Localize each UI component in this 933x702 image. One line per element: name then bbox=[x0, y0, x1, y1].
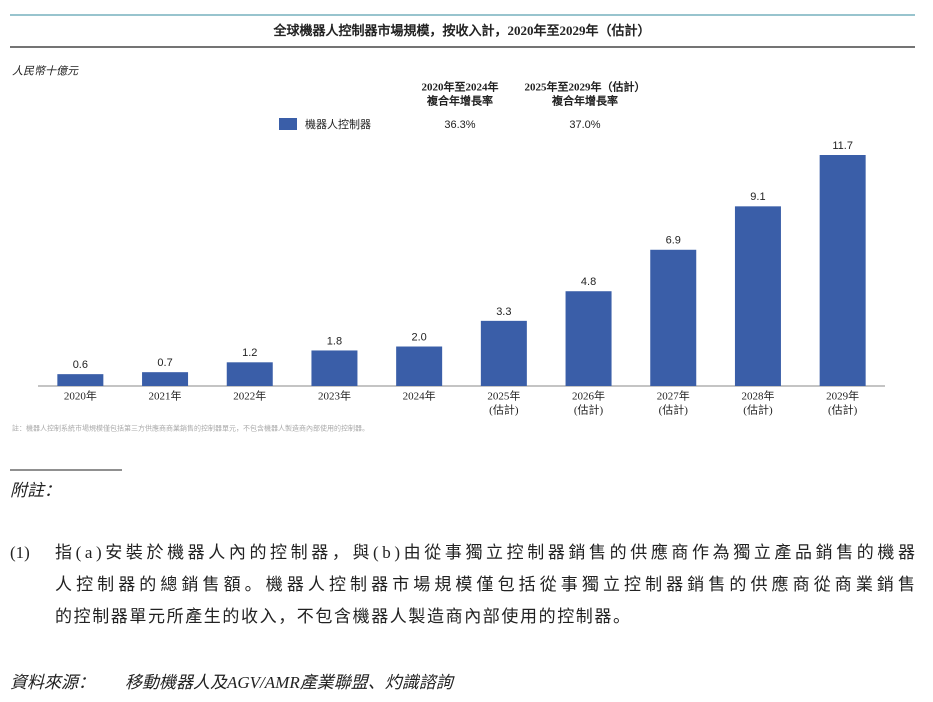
value-label: 2.0 bbox=[412, 331, 427, 343]
x-tick-label: 2024年 bbox=[403, 389, 436, 403]
x-tick-label: 2025年 bbox=[487, 389, 520, 403]
x-tick-label: (估計) bbox=[743, 403, 773, 417]
x-tick-label: 2028年 bbox=[741, 389, 774, 403]
bar bbox=[650, 249, 697, 386]
bar bbox=[480, 320, 527, 386]
legend-label: 機器人控制器 bbox=[305, 117, 371, 131]
cagr-header: 2020年至2024年 bbox=[422, 80, 499, 94]
bar bbox=[819, 155, 866, 386]
chart-note: 註：機器人控制系統市場規模僅包括第三方供應商商業銷售的控制器單元，不包含機器人製… bbox=[12, 424, 369, 433]
cagr-header: 2025年至2029年（估計） bbox=[525, 80, 646, 94]
x-tick-label: (估計) bbox=[659, 403, 689, 417]
value-label: 6.9 bbox=[666, 235, 681, 247]
footnote-heading: 附註： bbox=[10, 481, 61, 500]
source-text: 移動機器人及AGV/AMR產業聯盟、灼識諮詢 bbox=[125, 673, 455, 692]
value-label: 3.3 bbox=[496, 306, 511, 318]
cagr-value: 37.0% bbox=[569, 119, 600, 131]
x-tick-label: (估計) bbox=[574, 403, 604, 417]
value-label: 1.8 bbox=[327, 335, 342, 347]
x-tick-label: 2026年 bbox=[572, 389, 605, 403]
source-label: 資料來源： bbox=[10, 673, 95, 692]
cagr-value: 36.3% bbox=[444, 119, 475, 131]
x-tick-label: 2020年 bbox=[64, 389, 97, 403]
x-tick-label: (估計) bbox=[828, 403, 858, 417]
value-label: 0.7 bbox=[157, 357, 172, 369]
bar bbox=[396, 346, 443, 386]
x-tick-label: 2022年 bbox=[233, 389, 266, 403]
value-label: 11.7 bbox=[832, 140, 853, 152]
x-tick-label: 2021年 bbox=[149, 389, 182, 403]
bar bbox=[734, 206, 781, 386]
value-label: 1.2 bbox=[242, 347, 257, 359]
value-label: 0.6 bbox=[73, 359, 88, 371]
value-label: 9.1 bbox=[750, 191, 765, 203]
cagr-header: 複合年增長率 bbox=[551, 94, 618, 108]
footnote-line: 人控制器的總銷售額。機器人控制器市場規模僅包括從事獨立控制器銷售的供應商從商業銷… bbox=[55, 574, 915, 594]
cagr-header: 複合年增長率 bbox=[426, 94, 493, 108]
bar bbox=[226, 362, 273, 386]
footnote-marker: (1) bbox=[10, 543, 30, 562]
x-tick-label: (估計) bbox=[489, 403, 519, 417]
bar bbox=[565, 291, 612, 386]
x-tick-label: 2023年 bbox=[318, 389, 351, 403]
chart-title: 全球機器人控制器市場規模，按收入計，2020年至2029年（估計） bbox=[272, 23, 650, 38]
bar bbox=[57, 374, 104, 386]
x-tick-label: 2029年 bbox=[826, 389, 859, 403]
footnote-line: 指(a)安裝於機器人內的控制器，與(b)由從事獨立控制器銷售的供應商作為獨立產品… bbox=[55, 542, 915, 562]
footnote-line: 的控制器單元所產生的收入，不包含機器人製造商內部使用的控制器。 bbox=[55, 606, 632, 626]
legend-swatch bbox=[279, 118, 297, 130]
bar bbox=[311, 350, 358, 386]
value-label: 4.8 bbox=[581, 276, 596, 288]
y-unit: 人民幣十億元 bbox=[12, 65, 79, 78]
x-tick-label: 2027年 bbox=[657, 389, 690, 403]
bar bbox=[142, 372, 189, 386]
